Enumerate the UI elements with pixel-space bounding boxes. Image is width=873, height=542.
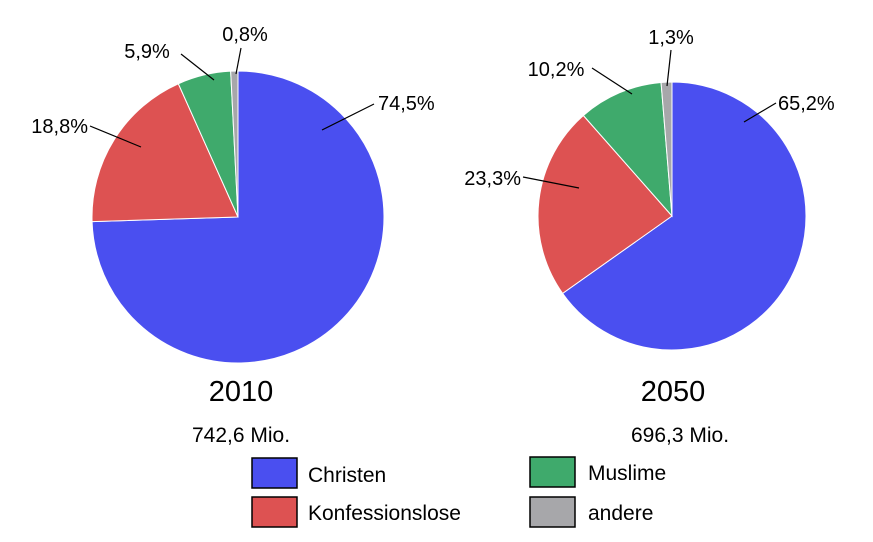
pie-2050-title: 2050 xyxy=(641,376,706,408)
legend-swatch-andere xyxy=(529,496,576,528)
label-2050-muslime: 10,2% xyxy=(528,59,585,81)
legend-item-muslime: Muslime xyxy=(529,456,666,488)
legend-label-konfessionslose: Konfessionslose xyxy=(308,502,461,525)
label-2050-konfessionslose: 23,3% xyxy=(464,168,521,190)
label-2010-konfessionslose: 18,8% xyxy=(31,116,88,138)
legend-label-christen: Christen xyxy=(308,464,386,487)
slice-2050-andere xyxy=(660,81,673,217)
pie-2010-title: 2010 xyxy=(209,376,274,408)
leader-2050-konfessionslose xyxy=(522,176,580,189)
slice-2050-konfessionslose xyxy=(537,114,673,295)
leader-2050-muslime xyxy=(591,67,633,95)
leader-2050-andere xyxy=(666,49,672,87)
slice-2050-christen xyxy=(561,81,807,351)
pie-2010 xyxy=(91,70,385,364)
leader-2010-christen xyxy=(321,103,375,131)
legend-swatch-christen xyxy=(251,457,298,489)
pie-2010-labels: 74,5% 18,8% 5,9% 0,8% xyxy=(31,24,435,138)
legend: Christen Muslime Konfessionslose andere xyxy=(251,456,666,528)
leader-2010-andere xyxy=(235,47,242,75)
label-2010-andere: 0,8% xyxy=(222,24,268,46)
legend-item-andere: andere xyxy=(529,496,653,528)
legend-label-muslime: Muslime xyxy=(588,462,666,485)
leader-2010-muslime xyxy=(180,53,215,81)
pie-2050-subtitle: 696,3 Mio. xyxy=(631,424,729,447)
legend-item-konfessionslose: Konfessionslose xyxy=(251,496,461,528)
slice-2050-muslime xyxy=(582,81,673,218)
legend-swatch-konfessionslose xyxy=(251,496,298,528)
legend-label-andere: andere xyxy=(588,502,653,525)
pie-2010-leaders xyxy=(89,47,375,148)
pie-2050-leaders xyxy=(522,49,777,189)
leader-2050-christen xyxy=(743,102,777,123)
pie-2010-subtitle: 742,6 Mio. xyxy=(192,424,290,447)
label-2050-christen: 65,2% xyxy=(778,93,835,115)
label-2010-christen: 74,5% xyxy=(378,93,435,115)
slice-2010-konfessionslose xyxy=(91,83,239,223)
legend-item-christen: Christen xyxy=(251,457,386,489)
legend-swatch-muslime xyxy=(529,456,576,488)
slice-2010-andere xyxy=(230,70,239,218)
pie-2050 xyxy=(537,81,807,351)
leader-2010-konfessionslose xyxy=(89,125,142,148)
label-2010-muslime: 5,9% xyxy=(124,41,170,63)
pie-2050-labels: 65,2% 23,3% 10,2% 1,3% xyxy=(464,27,835,190)
label-2050-andere: 1,3% xyxy=(648,27,694,49)
